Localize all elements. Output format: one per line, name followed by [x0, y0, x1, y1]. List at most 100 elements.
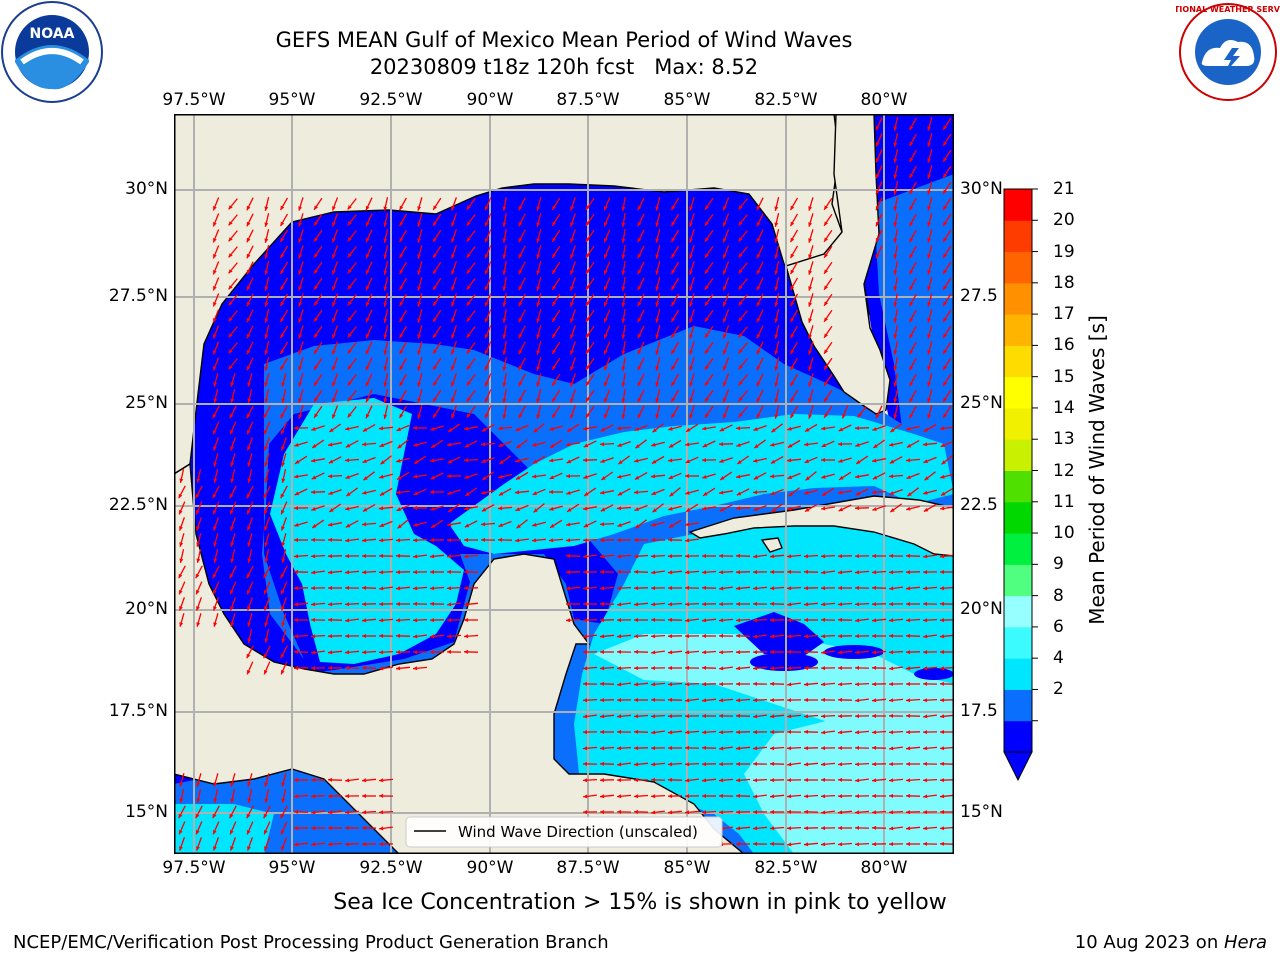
wave-arrow-head: [328, 794, 333, 799]
wave-arrow-head: [655, 414, 660, 419]
wave-arrow-head: [821, 697, 825, 702]
land-outlines: [174, 114, 954, 854]
wave-arrow-head: [808, 382, 812, 387]
period-6-8-region: [594, 634, 954, 854]
wave-arrow-head: [281, 782, 286, 787]
wave-arrow-head: [399, 365, 404, 371]
wave-arrow-head: [671, 333, 676, 338]
wave-arrow-head: [570, 254, 574, 259]
wave-arrow-head: [906, 682, 910, 686]
lat-tick-right: 25°N: [960, 393, 1003, 413]
wave-arrow-head: [872, 634, 876, 638]
wave-arrow-head: [685, 745, 689, 750]
wave-arrow-head: [651, 554, 656, 559]
wave-arrow-head: [821, 762, 826, 767]
wave-arrow-head: [604, 286, 608, 291]
wave-arrow-head: [705, 365, 709, 370]
wave-arrow-head: [585, 285, 590, 290]
wave-arrow-head: [213, 509, 217, 515]
wave-arrow-head: [927, 414, 932, 419]
wave-arrow-head: [328, 586, 332, 590]
wave-arrow-head: [362, 507, 368, 512]
wave-arrow-head: [634, 538, 638, 542]
wave-arrow-head: [328, 554, 333, 559]
wave-arrow-head: [875, 125, 880, 131]
wave-arrow-head: [294, 809, 299, 814]
wave-arrow-head: [230, 382, 235, 387]
wave-arrow-head: [430, 475, 436, 480]
wave-arrow-head: [940, 506, 945, 511]
wave-arrow-head: [855, 794, 859, 799]
lat-tick-right: 30°N: [960, 179, 1003, 199]
wave-arrow-head: [552, 365, 557, 370]
wave-arrow-head: [753, 778, 758, 783]
wave-arrow-head: [347, 237, 352, 242]
wave-arrow-head: [787, 778, 791, 783]
lat-tick-left: 27.5°N: [108, 286, 168, 306]
wave-arrow-head: [790, 413, 795, 419]
wave-arrow-head: [195, 573, 200, 579]
wave-arrow-head: [927, 318, 932, 323]
colorbar-label: 20: [1053, 210, 1075, 231]
wave-arrow-head: [518, 237, 523, 243]
wave-arrow-head: [379, 666, 384, 671]
wave-arrow-head: [281, 606, 285, 611]
wave-arrow-head: [872, 554, 876, 558]
wave-arrow-head: [502, 382, 507, 387]
wave-arrow-head: [821, 810, 826, 815]
wave-arrow-head: [246, 493, 251, 499]
wave-arrow-head: [604, 222, 608, 227]
wave-arrow-head: [738, 253, 743, 258]
wave-arrow-head: [617, 714, 622, 719]
wave-arrow-head: [466, 317, 471, 322]
wave-arrow-head: [383, 302, 388, 307]
wave-arrow-head: [550, 443, 555, 448]
wave-arrow-head: [600, 490, 605, 495]
wave-arrow-head: [451, 414, 455, 419]
colorbar-segment: [1004, 658, 1032, 690]
colorbar-segment: [1004, 689, 1032, 722]
wave-arrow-head: [600, 714, 605, 719]
wave-arrow-head: [753, 810, 757, 815]
wave-arrow-head: [549, 458, 554, 463]
wave-arrow-head: [872, 602, 877, 607]
wave-arrow-head: [196, 526, 200, 531]
lon-tick-top: 87.5°W: [556, 90, 620, 110]
wave-arrow-head: [347, 333, 352, 338]
wave-arrow-head: [770, 841, 775, 846]
wave-arrow-head: [466, 381, 471, 386]
wave-arrow-head: [502, 350, 507, 355]
wave-arrow-head: [651, 459, 657, 464]
wave-arrow-head: [347, 317, 352, 322]
wave-arrow-head: [430, 586, 435, 591]
wave-arrow-head: [552, 237, 557, 242]
wave-arrow-head: [230, 526, 234, 531]
wave-arrow-head: [617, 634, 622, 639]
wave-arrow-head: [247, 829, 251, 835]
wave-arrow-head: [247, 669, 251, 675]
wave-arrow-head: [213, 334, 217, 339]
wave-arrow-head: [213, 222, 217, 227]
wave-arrow-head: [230, 478, 235, 483]
wave-arrow-head: [178, 493, 183, 499]
wave-arrow-head: [940, 730, 944, 734]
wave-arrow-head: [702, 714, 706, 718]
wave-arrow-head: [685, 602, 690, 607]
wave-arrow-head: [804, 618, 808, 622]
wave-arrow-head: [328, 459, 334, 464]
wave-arrow-head: [466, 205, 471, 210]
wave-arrow-head: [787, 682, 792, 687]
wave-arrow-head: [230, 509, 234, 515]
wave-arrow-head: [719, 570, 724, 575]
wave-arrow-head: [808, 318, 812, 323]
wave-arrow-head: [872, 842, 877, 847]
wave-arrow-head: [927, 238, 932, 243]
wave-arrow-head: [668, 810, 673, 815]
wave-arrow-head: [601, 476, 606, 480]
wave-arrow-head: [583, 714, 588, 719]
wave-arrow-head: [600, 730, 604, 734]
wave-arrow-head: [738, 381, 743, 386]
wave-arrow-head: [872, 730, 877, 735]
wave-arrow-head: [604, 238, 608, 243]
wave-arrow-head: [583, 730, 587, 735]
